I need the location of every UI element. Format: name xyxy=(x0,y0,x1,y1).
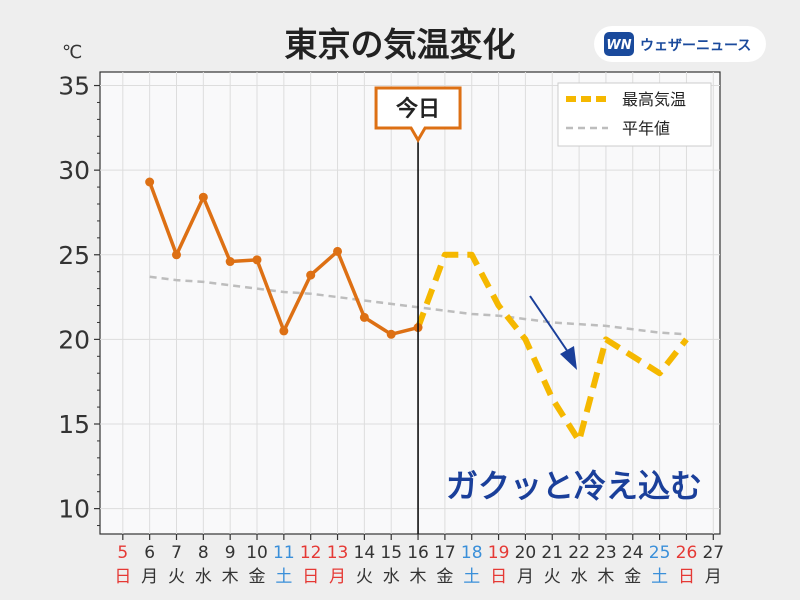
brand-mark: WN xyxy=(606,38,631,53)
observed-point xyxy=(252,255,262,265)
x-tick-label-date: 6 xyxy=(144,543,155,563)
y-tick-label: 25 xyxy=(58,241,90,270)
x-tick-label-weekday: 金 xyxy=(624,567,641,587)
x-tick-label-date: 7 xyxy=(171,543,182,563)
x-axis: 5日6月7火8水9木10金11土12日13月14火15水16木17金18土19日… xyxy=(114,534,724,587)
observed-point xyxy=(333,246,343,256)
x-tick-label-weekday: 月 xyxy=(329,567,346,587)
x-tick-label-date: 24 xyxy=(622,543,644,563)
legend: 最高気温 平年値 xyxy=(557,82,712,147)
x-tick-label-date: 9 xyxy=(225,543,236,563)
drop-arrow-head xyxy=(560,346,577,370)
observed-point xyxy=(306,270,316,280)
observed-point xyxy=(386,329,396,339)
x-tick-label-weekday: 木 xyxy=(222,567,239,587)
y-tick-label: 35 xyxy=(58,72,90,101)
observed-point xyxy=(279,326,289,336)
x-tick-label-date: 19 xyxy=(488,543,510,563)
x-tick-label-weekday: 火 xyxy=(544,567,561,587)
brand-name: ウェザーニュース xyxy=(640,38,751,54)
x-tick-label-date: 10 xyxy=(246,543,268,563)
observed-point xyxy=(145,177,155,187)
x-tick-label-weekday: 水 xyxy=(195,567,212,587)
x-tick-label-date: 13 xyxy=(327,543,349,563)
x-tick-label-date: 15 xyxy=(380,543,402,563)
x-tick-label-date: 11 xyxy=(273,543,295,563)
annotation: ガクッと冷え込む xyxy=(446,295,702,505)
observed-point xyxy=(198,192,208,202)
drop-arrow xyxy=(529,295,569,353)
y-axis: 10 15 20 25 30 35 xyxy=(58,72,100,527)
observed-point xyxy=(225,257,235,267)
x-tick-label-weekday: 木 xyxy=(597,567,614,587)
x-tick-label-weekday: 金 xyxy=(436,567,453,587)
observed-point xyxy=(171,250,181,260)
x-tick-label-weekday: 月 xyxy=(141,567,158,587)
x-tick-label-date: 21 xyxy=(541,543,563,563)
x-tick-label-weekday: 水 xyxy=(571,567,588,587)
legend-forecast-label: 最高気温 xyxy=(622,90,686,109)
x-tick-label-date: 14 xyxy=(354,543,376,563)
brand-logo: WN ウェザーニュース xyxy=(594,26,766,62)
x-tick-label-date: 17 xyxy=(434,543,456,563)
grid-lines xyxy=(100,72,720,534)
chart-title: 東京の気温変化 xyxy=(285,25,516,64)
x-tick-label-date: 27 xyxy=(702,543,724,563)
x-tick-label-weekday: 金 xyxy=(249,567,266,587)
x-tick-label-date: 20 xyxy=(515,543,537,563)
x-tick-label-date: 18 xyxy=(461,543,483,563)
x-tick-label-weekday: 水 xyxy=(383,567,400,587)
x-tick-label-date: 5 xyxy=(117,543,128,563)
y-tick-label: 15 xyxy=(58,410,90,439)
y-tick-label: 10 xyxy=(58,495,90,524)
today-callout xyxy=(374,86,462,143)
x-tick-label-date: 12 xyxy=(300,543,322,563)
observed-point xyxy=(359,312,369,322)
x-tick-label-weekday: 日 xyxy=(302,567,319,587)
x-tick-label-weekday: 日 xyxy=(678,567,695,587)
x-tick-label-weekday: 土 xyxy=(463,567,480,587)
x-tick-label-weekday: 日 xyxy=(114,567,131,587)
x-tick-label-weekday: 土 xyxy=(651,567,668,587)
x-tick-label-date: 26 xyxy=(676,543,698,563)
x-tick-label-weekday: 火 xyxy=(168,567,185,587)
x-tick-label-date: 8 xyxy=(198,543,209,563)
x-tick-label-date: 25 xyxy=(649,543,671,563)
annotation-text: ガクッと冷え込む xyxy=(446,467,702,505)
today-label: 今日 xyxy=(396,96,440,122)
today-marker: 今日 xyxy=(374,86,462,534)
y-tick-label: 20 xyxy=(58,325,90,354)
x-tick-label-weekday: 日 xyxy=(490,567,507,587)
x-tick-label-weekday: 木 xyxy=(410,567,427,587)
x-tick-label-weekday: 月 xyxy=(705,567,722,587)
x-tick-label-date: 16 xyxy=(407,543,429,563)
x-tick-label-weekday: 月 xyxy=(517,567,534,587)
unit-label: ℃ xyxy=(62,42,82,63)
x-tick-label-weekday: 火 xyxy=(356,567,373,587)
legend-normal-label: 平年値 xyxy=(622,119,670,138)
x-tick-label-date: 23 xyxy=(595,543,617,563)
brand-logo-icon xyxy=(604,32,634,56)
x-tick-label-date: 22 xyxy=(568,543,590,563)
legend-box xyxy=(557,82,712,147)
x-tick-label-weekday: 土 xyxy=(275,567,292,587)
y-tick-label: 30 xyxy=(58,156,90,185)
